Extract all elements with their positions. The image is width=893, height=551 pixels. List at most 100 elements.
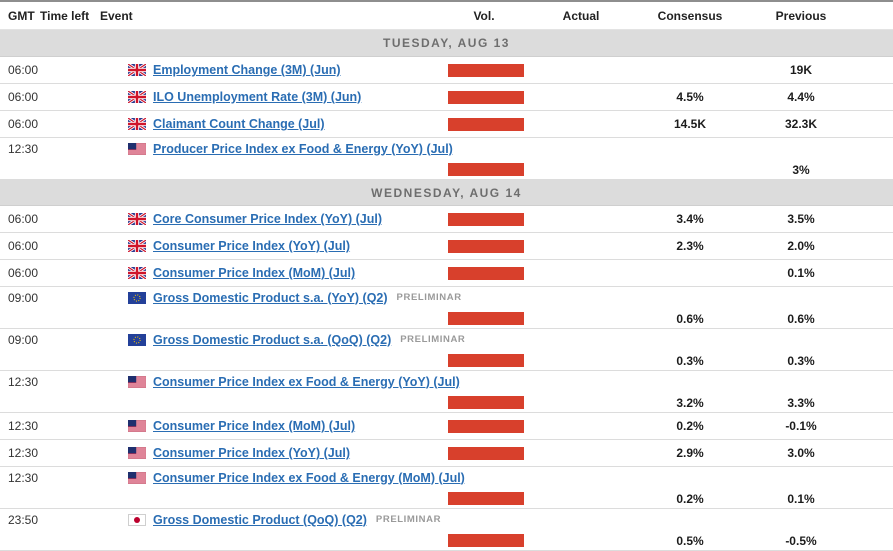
table-row: 12:30 Producer Price Index ex Food & Ene… bbox=[0, 138, 893, 180]
gmt-time: 12:30 bbox=[8, 374, 39, 389]
event-link[interactable]: Claimant Count Change (Jul) bbox=[153, 117, 325, 131]
event-link[interactable]: Gross Domestic Product s.a. (YoY) (Q2) bbox=[153, 290, 388, 305]
event-link[interactable]: Gross Domestic Product (QoQ) (Q2) bbox=[153, 512, 367, 527]
event-link[interactable]: Consumer Price Index ex Food & Energy (M… bbox=[153, 470, 465, 485]
volatility-bar bbox=[440, 446, 528, 460]
day-separator-tuesday: TUESDAY, AUG 13 bbox=[0, 30, 893, 57]
event-cell: ILO Unemployment Rate (3M) (Jun) bbox=[98, 90, 893, 104]
gmt-time: 09:00 bbox=[8, 332, 39, 347]
consensus-value: 4.5% bbox=[676, 90, 704, 104]
table-row: 06:00 Claimant Count Change (Jul) 14.5K … bbox=[0, 111, 893, 138]
uk-flag-icon bbox=[128, 213, 146, 225]
volatility-bar bbox=[440, 312, 528, 325]
gmt-time: 12:30 bbox=[8, 470, 39, 485]
uk-flag-icon bbox=[128, 118, 146, 130]
table-row: 12:30 Consumer Price Index (MoM) (Jul) 0… bbox=[0, 413, 893, 440]
event-cell: Producer Price Index ex Food & Energy (Y… bbox=[98, 142, 893, 156]
consensus-value: 2.9% bbox=[676, 446, 704, 460]
table-row: 12:30 Consumer Price Index ex Food & Ene… bbox=[0, 467, 893, 509]
preliminar-tag: PRELIMINAR bbox=[400, 334, 466, 345]
consensus-value: 0.5% bbox=[676, 533, 704, 548]
event-link[interactable]: ILO Unemployment Rate (3M) (Jun) bbox=[153, 90, 362, 104]
previous-value: 3.3% bbox=[787, 395, 815, 410]
table-row: 12:30 Consumer Price Index ex Food & Ene… bbox=[0, 371, 893, 413]
event-cell: Consumer Price Index (YoY) (Jul) bbox=[98, 446, 893, 460]
consensus-value: 2.3% bbox=[676, 239, 704, 253]
consensus-value: 14.5K bbox=[673, 117, 707, 131]
event-link[interactable]: Employment Change (3M) (Jun) bbox=[153, 63, 341, 77]
column-header-time-left: Time left bbox=[40, 8, 90, 23]
table-row: 06:00 Employment Change (3M) (Jun) 19K bbox=[0, 57, 893, 84]
previous-value: 0.1% bbox=[787, 491, 815, 506]
volatility-bar bbox=[440, 239, 528, 253]
gmt-time: 06:00 bbox=[8, 117, 39, 131]
event-link[interactable]: Consumer Price Index (YoY) (Jul) bbox=[153, 239, 351, 253]
uk-flag-icon bbox=[128, 240, 146, 252]
table-row: 06:00 Consumer Price Index (YoY) (Jul) 2… bbox=[0, 233, 893, 260]
table-header: GMT Time left Event Vol. Actual Consensu… bbox=[0, 0, 893, 30]
table-row: 12:30 Consumer Price Index (YoY) (Jul) 2… bbox=[0, 440, 893, 467]
event-cell: Core Consumer Price Index (YoY) (Jul) bbox=[98, 212, 893, 226]
previous-value: 0.3% bbox=[787, 353, 815, 368]
uk-flag-icon bbox=[128, 64, 146, 76]
event-cell: Consumer Price Index ex Food & Energy (Y… bbox=[98, 375, 893, 389]
us-flag-icon bbox=[128, 420, 146, 432]
gmt-time: 23:50 bbox=[8, 512, 39, 527]
previous-value: -0.1% bbox=[785, 419, 817, 433]
event-cell: Claimant Count Change (Jul) bbox=[98, 117, 893, 131]
us-flag-icon bbox=[128, 142, 146, 155]
previous-value: 2.0% bbox=[787, 239, 815, 253]
event-cell: Gross Domestic Product (QoQ) (Q2) PRELIM… bbox=[98, 513, 893, 527]
volatility-bar bbox=[440, 90, 528, 104]
previous-value: 0.6% bbox=[787, 311, 815, 326]
event-link[interactable]: Gross Domestic Product s.a. (QoQ) (Q2) bbox=[153, 332, 392, 347]
consensus-value: 0.6% bbox=[676, 311, 704, 326]
volatility-bar bbox=[440, 534, 528, 547]
volatility-bar bbox=[440, 492, 528, 505]
event-link[interactable]: Producer Price Index ex Food & Energy (Y… bbox=[153, 141, 453, 156]
gmt-time: 09:00 bbox=[8, 290, 39, 305]
consensus-value: 3.2% bbox=[676, 395, 704, 410]
column-header-previous: Previous bbox=[775, 8, 827, 23]
previous-value: 3% bbox=[792, 162, 810, 177]
volatility-bar bbox=[440, 354, 528, 367]
consensus-value: 3.4% bbox=[676, 212, 704, 226]
event-link[interactable]: Consumer Price Index (MoM) (Jul) bbox=[153, 419, 356, 433]
event-link[interactable]: Consumer Price Index (YoY) (Jul) bbox=[153, 446, 351, 460]
preliminar-tag: PRELIMINAR bbox=[375, 514, 442, 525]
table-row: 06:00 Consumer Price Index (MoM) (Jul) 0… bbox=[0, 260, 893, 287]
gmt-time: 06:00 bbox=[8, 90, 39, 104]
gmt-time: 06:00 bbox=[8, 266, 39, 280]
gmt-time: 06:00 bbox=[8, 239, 39, 253]
jp-flag-icon bbox=[128, 513, 146, 526]
us-flag-icon bbox=[128, 375, 146, 388]
previous-value: 0.1% bbox=[787, 266, 815, 280]
eu-flag-icon bbox=[128, 291, 146, 304]
consensus-value: 0.2% bbox=[676, 419, 704, 433]
table-row: 23:50 Gross Domestic Product (QoQ) (Q2) … bbox=[0, 509, 893, 551]
gmt-time: 12:30 bbox=[8, 419, 39, 433]
event-link[interactable]: Consumer Price Index ex Food & Energy (Y… bbox=[153, 374, 460, 389]
event-cell: Consumer Price Index (MoM) (Jul) bbox=[98, 266, 893, 280]
uk-flag-icon bbox=[128, 91, 146, 103]
event-cell: Gross Domestic Product s.a. (YoY) (Q2) P… bbox=[98, 291, 893, 305]
column-header-event: Event bbox=[100, 8, 133, 23]
gmt-time: 12:30 bbox=[8, 446, 39, 460]
us-flag-icon bbox=[128, 471, 146, 484]
event-link[interactable]: Consumer Price Index (MoM) (Jul) bbox=[153, 266, 356, 280]
previous-value: 19K bbox=[789, 63, 812, 77]
consensus-value: 0.2% bbox=[676, 491, 704, 506]
gmt-time: 06:00 bbox=[8, 63, 39, 77]
column-header-vol: Vol. bbox=[473, 8, 495, 23]
eu-flag-icon bbox=[128, 333, 146, 346]
table-row: 06:00 Core Consumer Price Index (YoY) (J… bbox=[0, 206, 893, 233]
uk-flag-icon bbox=[128, 267, 146, 279]
previous-value: 3.0% bbox=[787, 446, 815, 460]
event-cell: Gross Domestic Product s.a. (QoQ) (Q2) P… bbox=[98, 333, 893, 347]
gmt-time: 06:00 bbox=[8, 212, 39, 226]
day-separator-wednesday: WEDNESDAY, AUG 14 bbox=[0, 180, 893, 206]
table-row: 06:00 ILO Unemployment Rate (3M) (Jun) 4… bbox=[0, 84, 893, 111]
event-link[interactable]: Core Consumer Price Index (YoY) (Jul) bbox=[153, 212, 382, 226]
column-header-gmt: GMT bbox=[8, 8, 35, 23]
